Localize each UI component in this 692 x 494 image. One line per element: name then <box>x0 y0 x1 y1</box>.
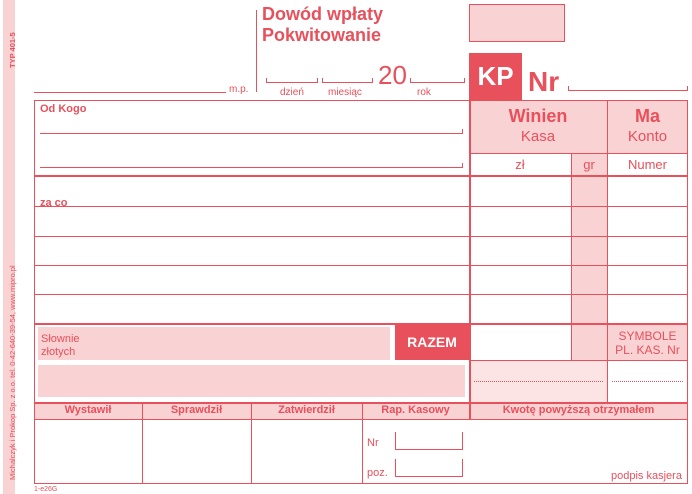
report-nr-field[interactable] <box>395 432 463 450</box>
received-amount: Kwotę powyższą otrzymałem <box>502 404 655 416</box>
gr-total <box>571 323 607 360</box>
checked-by: Sprawdził <box>170 404 223 416</box>
mp-label: m.p. <box>229 84 249 95</box>
side-strip <box>3 0 15 494</box>
rule-line <box>469 360 688 361</box>
title-receipt: Dowód wpłaty <box>262 4 383 24</box>
printer-info: Michalczyk i Prokop Sp. z o.o. tel. 0-42… <box>8 265 17 480</box>
year-label: rok <box>417 87 431 98</box>
cashier-signature-label: podpis kasjera <box>611 470 682 482</box>
debit-sub: Kasa <box>520 128 556 145</box>
report-nr-label: Nr <box>367 437 379 449</box>
symbols-cell <box>607 323 688 360</box>
from-field-1[interactable] <box>40 129 463 134</box>
rule-line <box>34 402 688 404</box>
form-type: TYP 401-5 <box>8 32 17 68</box>
symbols-label-2: PL. KAS. Nr <box>615 343 680 357</box>
approved-by: Zatwierdził <box>278 404 335 416</box>
credit-title: Ma <box>634 106 660 126</box>
day-field[interactable] <box>266 78 318 83</box>
rule-line <box>34 419 688 420</box>
rule-line <box>251 402 252 484</box>
rule-line <box>34 323 688 325</box>
rule-line <box>469 153 688 154</box>
report-pos-label: poz. <box>367 467 388 479</box>
symbols-label-1: SYMBOLE <box>618 329 677 343</box>
nr-label: Nr <box>528 66 560 97</box>
from-label: Od Kogo <box>40 103 87 115</box>
issued-by: Wystawił <box>64 404 112 416</box>
form-code: 1-e26G <box>34 486 58 493</box>
words-field[interactable] <box>38 327 390 360</box>
rule-line <box>142 402 143 484</box>
rule-line <box>34 236 688 237</box>
month-field[interactable] <box>322 78 373 83</box>
debit-title: Winien <box>508 106 568 126</box>
rule-line <box>607 100 608 402</box>
title-acknowledgment: Pokwitowanie <box>262 25 382 45</box>
rule-line <box>34 206 688 207</box>
year-field[interactable] <box>410 78 465 83</box>
stamp-box[interactable] <box>469 4 565 42</box>
gr-header: gr <box>583 157 595 172</box>
footer-header <box>34 402 688 419</box>
rule-line <box>362 402 363 484</box>
rule-line <box>571 153 572 360</box>
number-header: Numer <box>627 157 667 172</box>
cash-report: Rap. Kasowy <box>381 404 450 416</box>
words-label-1: Słownie <box>41 333 80 345</box>
rule-line <box>34 294 688 295</box>
accounts-header <box>469 100 688 153</box>
symbol-credit-field[interactable] <box>612 381 683 382</box>
symbol-debit-field[interactable] <box>474 381 603 382</box>
divider <box>256 10 257 92</box>
day-label: dzień <box>280 87 304 98</box>
form-frame <box>34 100 688 484</box>
rule-line <box>34 175 688 177</box>
century-label: 20 <box>378 60 407 90</box>
report-pos-field[interactable] <box>395 459 463 477</box>
from-field-2[interactable] <box>40 163 463 168</box>
number-field[interactable] <box>568 86 688 91</box>
words-field-2[interactable] <box>38 365 465 397</box>
words-label-2: złotych <box>41 346 76 358</box>
zl-header: zł <box>515 157 525 172</box>
kp-badge: KP <box>469 53 522 100</box>
rule-line <box>34 265 688 266</box>
month-label: miesiąc <box>328 87 362 98</box>
total-label: RAZEM <box>395 325 469 360</box>
for-label: za co <box>40 197 68 209</box>
credit-sub: Konto <box>627 128 668 145</box>
stamp-line <box>34 92 226 93</box>
